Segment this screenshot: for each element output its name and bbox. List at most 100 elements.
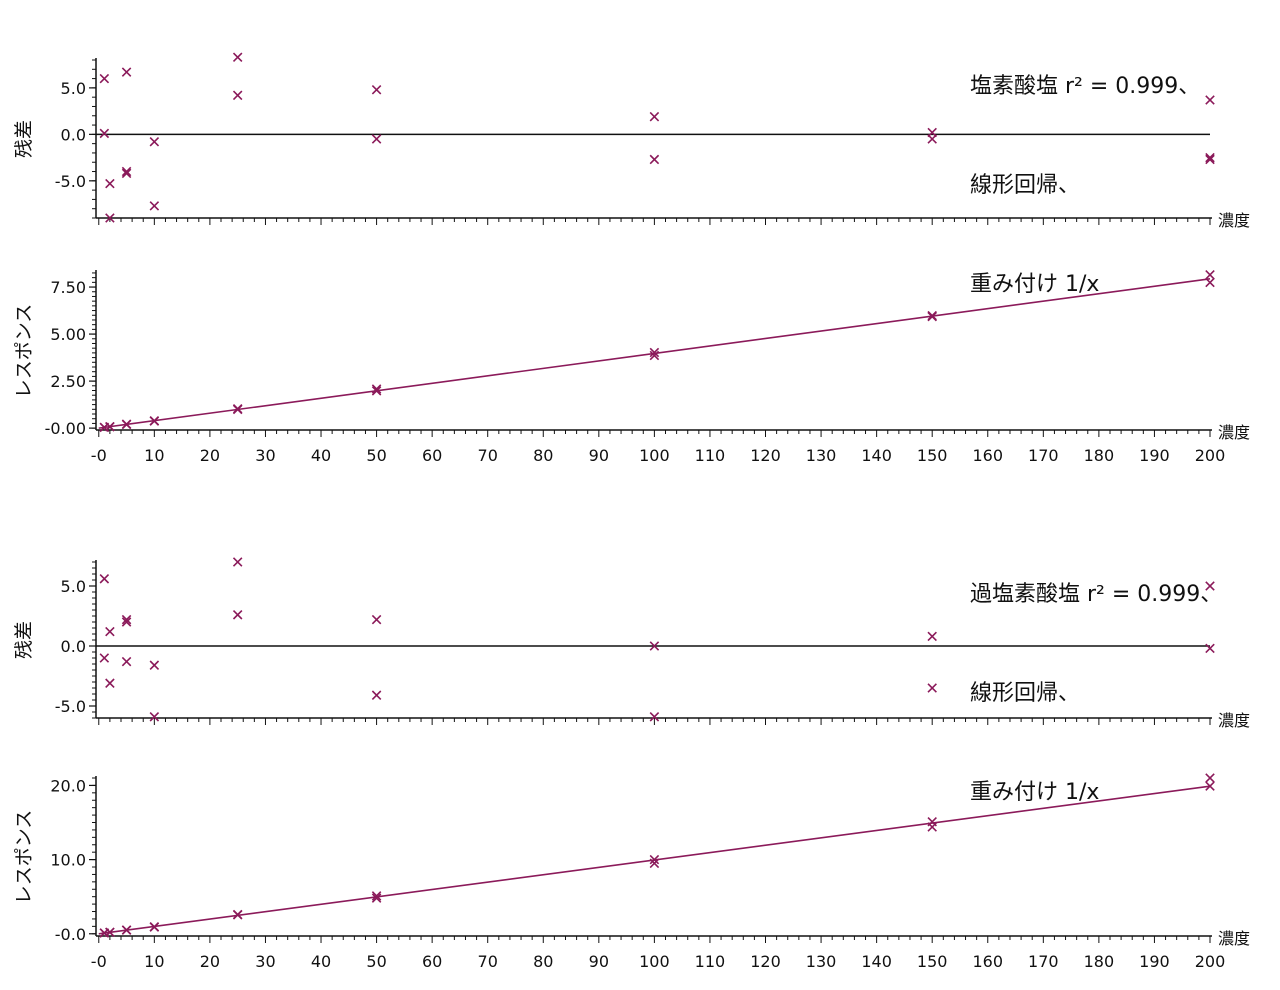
data-point-marker [232, 404, 243, 415]
data-point-marker [649, 111, 660, 122]
y-tick-label: 5.0 [61, 79, 86, 98]
data-point-marker [149, 660, 160, 670]
data-point-marker [649, 641, 660, 651]
x-tick-label: 140 [861, 446, 892, 465]
data-point-marker [1205, 277, 1215, 288]
data-point-marker [105, 422, 115, 432]
annotation-line: 線形回帰、 [970, 173, 1081, 198]
data-point-marker [371, 893, 382, 903]
data-point-marker [232, 52, 243, 62]
data-point-marker [99, 128, 110, 139]
x-tick-label: 100 [639, 952, 670, 971]
x-tick-label: 130 [806, 446, 837, 465]
y-tick-label: 7.50 [50, 278, 86, 297]
x-tick-label: 170 [1028, 446, 1059, 465]
data-point-marker [121, 67, 132, 77]
y-tick-label: -5.0 [55, 172, 86, 191]
data-point-marker [232, 610, 243, 620]
data-point-marker [149, 922, 160, 932]
data-point-marker [105, 927, 115, 938]
data-point-marker [371, 384, 382, 394]
annotation-line: 塩素酸塩 r² = 0.999、 [970, 74, 1201, 99]
annotation-line: 線形回帰、 [970, 681, 1081, 706]
x-axis-title: 濃度 [1218, 423, 1250, 442]
y-tick-label: 2.50 [50, 372, 86, 391]
x-tick-label: 150 [917, 446, 948, 465]
perchlorate-fit-annotation: 過塩素酸塩 r² = 0.999、 線形回帰、 重み付け 1/x [970, 512, 1222, 875]
x-tick-label: 40 [311, 446, 331, 465]
data-point-marker [121, 925, 132, 935]
data-point-marker [927, 822, 937, 832]
data-point-marker [149, 201, 160, 211]
data-point-marker [927, 683, 937, 693]
x-tick-label: 200 [1195, 446, 1226, 465]
x-tick-label: 20 [200, 952, 220, 971]
data-point-marker [1205, 152, 1215, 163]
data-point-marker [371, 891, 382, 901]
x-tick-label: 10 [144, 446, 164, 465]
x-tick-label: 110 [695, 952, 726, 971]
data-point-marker [1205, 643, 1215, 654]
x-tick-label: 90 [589, 952, 609, 971]
data-point-marker [1205, 773, 1215, 783]
x-tick-label: 110 [695, 446, 726, 465]
data-point-marker [105, 213, 115, 223]
data-point-marker [1205, 95, 1215, 105]
x-tick-label: 190 [1139, 952, 1170, 971]
x-tick-label: 130 [806, 952, 837, 971]
chart-panel-calibration: 7.50 5.00 2.50 -0.00 -0 10 20 30 40 50 60 70 80 90 100… [13, 270, 1250, 465]
data-point-marker [1205, 270, 1215, 280]
data-point-marker [121, 614, 132, 625]
x-tick-label: 80 [533, 446, 553, 465]
y-tick-label: -0.00 [45, 419, 86, 438]
x-tick-label: 120 [750, 446, 781, 465]
x-tick-label: 30 [255, 952, 275, 971]
x-tick-label: 10 [144, 952, 164, 971]
chlorate-fit-annotation: 塩素酸塩 r² = 0.999、 線形回帰、 重み付け 1/x [970, 4, 1200, 367]
x-tick-label: 200 [1195, 952, 1226, 971]
x-tick-label: 120 [750, 952, 781, 971]
x-tick-label: 70 [478, 952, 498, 971]
y-tick-label: 20.0 [50, 776, 86, 795]
data-point-marker [232, 910, 243, 920]
x-tick-label: 160 [972, 952, 1003, 971]
data-point-marker [649, 712, 660, 722]
data-point-marker [99, 574, 110, 584]
y-axis-title: 残差 [13, 621, 35, 659]
x-tick-label: 20 [200, 446, 220, 465]
x-tick-label: 30 [255, 446, 275, 465]
x-tick-label: 50 [366, 446, 386, 465]
annotation-line: 重み付け 1/x [970, 780, 1100, 805]
x-tick-label: 180 [1084, 446, 1115, 465]
data-point-marker [121, 168, 132, 179]
chart-panel-residual: 5.0 0.0 -5.0 濃度 残差 [13, 557, 1250, 730]
x-tick-label: 80 [533, 952, 553, 971]
data-point-marker [371, 134, 382, 144]
y-tick-label: 5.00 [50, 325, 86, 344]
data-point-marker [1205, 581, 1215, 591]
data-point-marker [927, 631, 937, 642]
y-tick-label: 0.0 [61, 125, 86, 144]
data-point-marker [649, 154, 660, 165]
data-point-marker [105, 678, 115, 688]
x-tick-label: 180 [1084, 952, 1115, 971]
data-point-marker [649, 347, 660, 358]
data-point-marker [1205, 781, 1215, 791]
data-point-marker [149, 712, 160, 722]
data-point-marker [149, 137, 160, 147]
data-point-marker [927, 311, 937, 322]
x-tick-label: -0 [91, 446, 107, 465]
x-axis-title: 濃度 [1218, 711, 1250, 730]
data-point-marker [99, 73, 110, 84]
chart-panel-residual: 5.0 0.0 -5.0 濃度 残差 [13, 52, 1250, 230]
x-tick-label: 70 [478, 446, 498, 465]
y-axis-title: レスポンス [13, 304, 35, 399]
x-tick-label: 140 [861, 952, 892, 971]
data-point-marker [649, 858, 660, 869]
x-tick-label: 150 [917, 952, 948, 971]
x-tick-label: 60 [422, 446, 442, 465]
chart-panel-calibration: 20.0 10.0 -0.0 -0 10 20 30 40 50 60 70 80 90 100 110 12… [13, 773, 1250, 971]
x-tick-label: 40 [311, 952, 331, 971]
